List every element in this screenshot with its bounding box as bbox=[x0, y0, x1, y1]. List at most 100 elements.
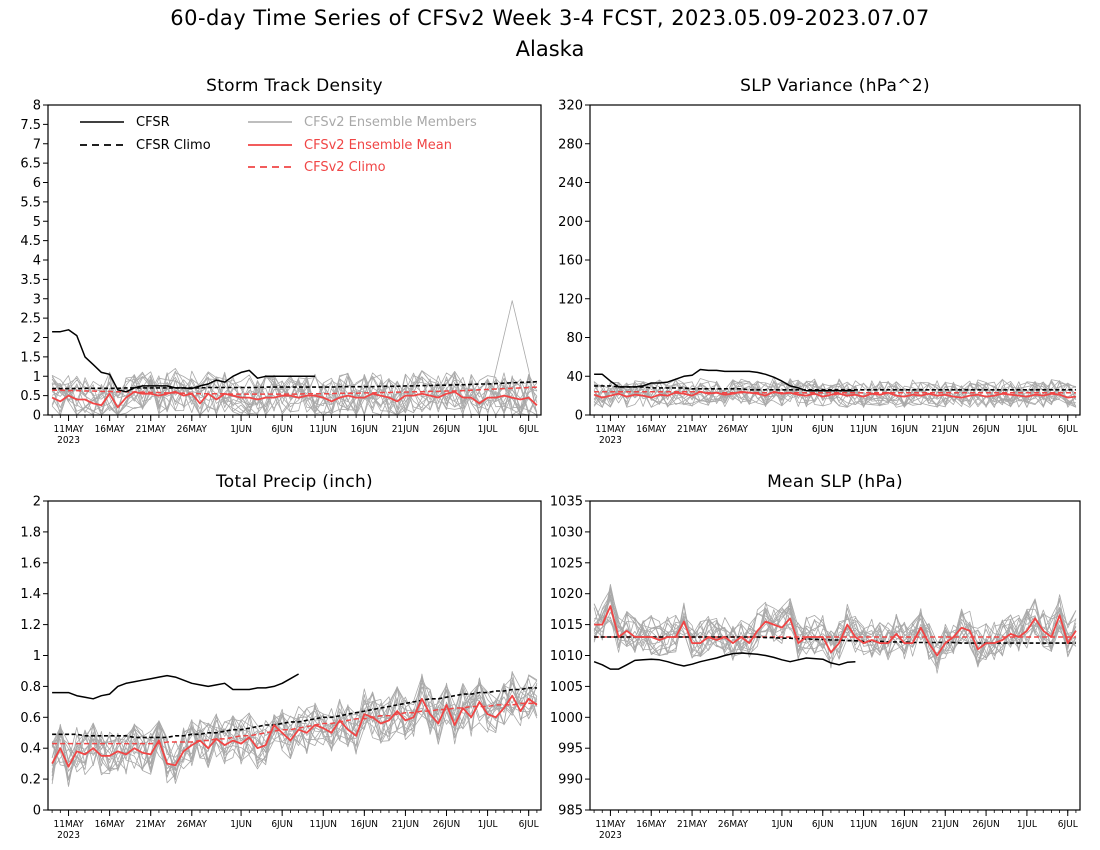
panel-title: Total Precip (inch) bbox=[215, 472, 373, 492]
panel-slp-variance: SLP Variance (hPa^2) 0 40 80 120 160 200 240 280… bbox=[558, 76, 1081, 446]
y-tick-label: 2.5 bbox=[20, 312, 41, 327]
x-tick-label: 21MAY bbox=[136, 424, 167, 435]
ensemble-member-line bbox=[593, 584, 1077, 669]
x-tick-label: 6JUN bbox=[271, 424, 293, 435]
y-tick-label: 990 bbox=[558, 773, 583, 788]
x-tick-label: 11JUN bbox=[310, 424, 337, 435]
ensemble-member-line bbox=[51, 371, 538, 415]
x-tick-label: 6JUL bbox=[519, 424, 539, 435]
legend-members-label: CFSv2 Ensemble Members bbox=[304, 115, 477, 130]
y-tick-label: 280 bbox=[558, 137, 583, 152]
ensemble-mean-line bbox=[594, 605, 1077, 657]
figure-title: 60-day Time Series of CFSv2 Week 3-4 FCS… bbox=[170, 6, 930, 30]
x-year-label: 2023 bbox=[599, 435, 622, 446]
x-tick-label: 11MAY bbox=[54, 819, 85, 830]
y-tick-label: 2 bbox=[33, 495, 41, 510]
legend-mean-label: CFSv2 Ensemble Mean bbox=[304, 138, 452, 153]
y-tick-label: 7.5 bbox=[20, 118, 41, 133]
x-tick-label: 21JUN bbox=[392, 424, 419, 435]
x-tick-label: 16MAY bbox=[636, 424, 667, 435]
y-tick-label: 995 bbox=[558, 742, 583, 757]
y-tick-label: 8 bbox=[33, 99, 41, 114]
y-tick-label: 0.2 bbox=[20, 773, 41, 788]
y-tick-label: 240 bbox=[558, 176, 583, 191]
x-tick-label: 6JUL bbox=[519, 819, 539, 830]
y-tick-label: 3.5 bbox=[20, 273, 41, 288]
y-tick-label: 0.4 bbox=[20, 742, 41, 757]
x-tick-label: 6JUN bbox=[812, 819, 834, 830]
legend: CFSR CFSR Climo CFSv2 Ensemble Members C… bbox=[80, 115, 477, 175]
cfsr-line bbox=[52, 673, 299, 700]
legend-cfsv2-climo-label: CFSv2 Climo bbox=[304, 160, 386, 175]
y-tick-label: 1 bbox=[33, 649, 41, 664]
x-tick-label: 26JUN bbox=[433, 819, 460, 830]
cfsv2-climo-line bbox=[52, 702, 537, 745]
ensemble-member-line bbox=[51, 671, 538, 775]
y-tick-label: 6 bbox=[33, 176, 41, 191]
panel-title: Storm Track Density bbox=[206, 76, 383, 96]
panel-title: Mean SLP (hPa) bbox=[767, 472, 903, 492]
x-tick-label: 1JUN bbox=[771, 819, 793, 830]
x-tick-label: 21JUN bbox=[392, 819, 419, 830]
x-tick-label: 6JUN bbox=[812, 424, 834, 435]
cfsv2-climo-line bbox=[594, 391, 1076, 394]
legend-cfsr-label: CFSR bbox=[136, 115, 170, 130]
x-tick-label: 26MAY bbox=[718, 819, 749, 830]
y-tick-label: 1000 bbox=[550, 711, 583, 726]
ensemble-mean-line bbox=[593, 390, 1077, 399]
cfsr-climo-line bbox=[52, 687, 537, 739]
y-tick-label: 200 bbox=[558, 215, 583, 230]
y-tick-label: 1035 bbox=[550, 495, 583, 510]
x-tick-label: 26JUN bbox=[972, 819, 999, 830]
plot-area bbox=[593, 368, 1077, 408]
x-tick-label: 1JUL bbox=[478, 819, 498, 830]
ensemble-member-line bbox=[593, 594, 1077, 666]
panel-storm-track-density: Storm Track Density 0 0.5 1 1.5 2 2.5 3 3.5 4 4.5 5… bbox=[20, 76, 542, 446]
x-tick-label: 1JUL bbox=[1017, 424, 1037, 435]
x-tick-label: 26MAY bbox=[177, 819, 208, 830]
y-tick-label: 7 bbox=[33, 137, 41, 152]
x-tick-label: 21MAY bbox=[136, 819, 167, 830]
y-tick-label: 1005 bbox=[550, 680, 583, 695]
cfsr-line bbox=[594, 368, 856, 392]
plot-area bbox=[51, 300, 538, 415]
x-tick-label: 26MAY bbox=[718, 424, 749, 435]
plot-frame bbox=[589, 104, 1081, 416]
panel-total-precip: Total Precip (inch) 0 0.2 0.4 0.6 0.8 1 1.2 1.4 1… bbox=[20, 472, 542, 841]
x-tick-label: 16MAY bbox=[95, 424, 126, 435]
cfsr-climo-line bbox=[594, 385, 1076, 391]
x-tick-label: 1JUN bbox=[230, 819, 252, 830]
y-tick-label: 1.6 bbox=[20, 556, 41, 571]
plot-area bbox=[51, 671, 538, 787]
figure-subtitle: Alaska bbox=[516, 37, 585, 61]
y-tick-label: 1 bbox=[33, 370, 41, 385]
y-tick-label: 1015 bbox=[550, 618, 583, 633]
ensemble-member-line bbox=[51, 372, 538, 415]
x-tick-label: 1JUN bbox=[230, 424, 252, 435]
ensemble-mean-line bbox=[51, 390, 538, 409]
y-tick-label: 2 bbox=[33, 331, 41, 346]
y-tick-label: 985 bbox=[558, 804, 583, 819]
cfsr-line bbox=[52, 329, 315, 393]
y-tick-label: 1.4 bbox=[20, 587, 41, 602]
ensemble-member-line bbox=[51, 675, 538, 787]
ensemble-member-line bbox=[51, 677, 538, 784]
x-tick-label: 1JUL bbox=[1017, 819, 1037, 830]
x-year-label: 2023 bbox=[599, 830, 622, 841]
x-year-label: 2023 bbox=[57, 435, 80, 446]
x-tick-label: 11MAY bbox=[595, 819, 626, 830]
y-tick-label: 5 bbox=[33, 215, 41, 230]
x-tick-label: 11MAY bbox=[595, 424, 626, 435]
y-tick-label: 1025 bbox=[550, 556, 583, 571]
x-tick-label: 16JUN bbox=[351, 819, 378, 830]
y-tick-label: 0.6 bbox=[20, 711, 41, 726]
y-tick-label: 4.5 bbox=[20, 234, 41, 249]
x-tick-label: 21JUN bbox=[932, 424, 959, 435]
y-tick-label: 0 bbox=[33, 804, 41, 819]
ensemble-member-line bbox=[593, 598, 1077, 657]
ensemble-member-line bbox=[51, 374, 538, 415]
x-tick-label: 6JUL bbox=[1058, 819, 1078, 830]
panel-title: SLP Variance (hPa^2) bbox=[740, 76, 930, 96]
y-tick-label: 1.5 bbox=[20, 350, 41, 365]
